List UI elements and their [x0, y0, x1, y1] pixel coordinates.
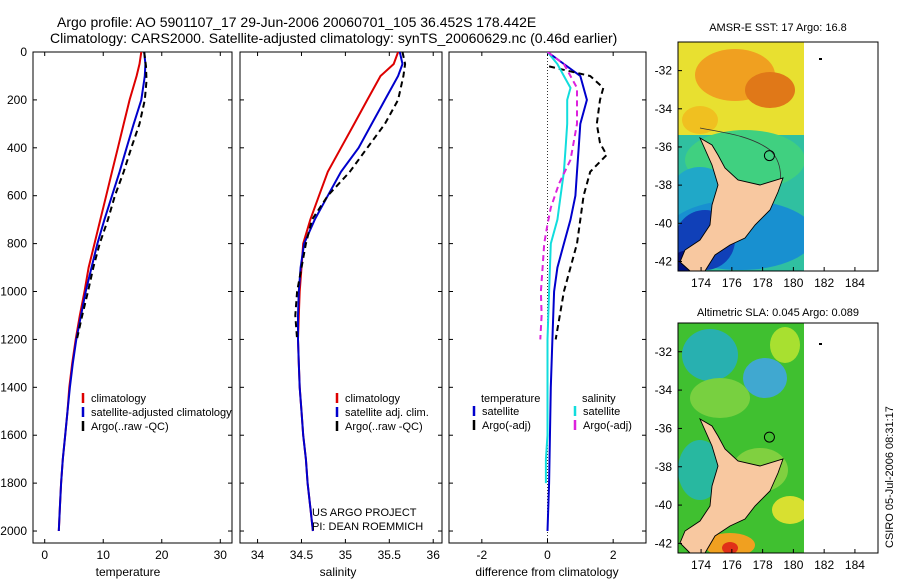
y-tick-label: 600	[7, 189, 27, 203]
y-tick-label: 1200	[0, 332, 27, 346]
argo-float-marker-2	[763, 431, 775, 443]
salinity-panel: 34 34.5 35 35.5 36 climatology satellite adj.…	[239, 51, 443, 579]
y-tick-label: 1400	[0, 380, 27, 394]
x-tick-label: 30	[214, 548, 228, 562]
x-tick-label: 35	[339, 548, 353, 562]
sst-map-frame	[677, 41, 879, 272]
legend-label: Argo(-adj)	[482, 420, 531, 432]
argo-float-marker	[763, 150, 775, 162]
map-y-tick-label: -36	[655, 140, 673, 154]
map-y-tick-label: -38	[655, 178, 673, 192]
difference-panel: -2 0 2 satellite Argo(-adj) satellite Argo(-a…	[448, 51, 647, 579]
x-tick-label: 10	[97, 548, 111, 562]
map-y-tick-label: -34	[655, 102, 673, 116]
series-line-argo-raw-qc-	[75, 52, 148, 340]
map-y-tick-label: -34	[655, 383, 673, 397]
map-y-tick-label: -32	[655, 64, 673, 78]
sla-map-title: Altimetric SLA: 0.045 Argo: 0.089	[697, 307, 859, 319]
map-x-tick-label: 178	[753, 276, 773, 290]
temperature-panel: 0 10 20 30 0 200 400 600 800 1000 1200 1400 1600 1800…	[0, 45, 233, 579]
sla-map-frame	[677, 322, 879, 554]
x-tick-label: 0	[41, 548, 48, 562]
x-tick-label: 0	[544, 548, 551, 562]
temperature-axes	[32, 51, 233, 544]
y-tick-label: 2000	[0, 524, 27, 538]
map-y-tick-label: -42	[655, 254, 673, 268]
project-pi: PI: DEAN ROEMMICH	[312, 521, 423, 533]
sla-map: Altimetric SLA: 0.045 Argo: 0.089 174 176…	[655, 307, 879, 572]
map-y-tick-label: -36	[655, 421, 673, 435]
series-line-argo-adj-	[548, 65, 608, 340]
island-dot-2	[819, 343, 822, 345]
map-y-tick-label: -40	[655, 498, 673, 512]
y-tick-label: 200	[7, 93, 27, 107]
csiro-timestamp: CSIRO 05-Jul-2006 08:31:17	[884, 406, 896, 548]
y-tick-label: 0	[20, 45, 27, 59]
legend-label: climatology	[345, 393, 401, 405]
map-x-tick-label: 176	[722, 558, 742, 572]
y-tick-label: 1600	[0, 428, 27, 442]
map-x-tick-label: 182	[814, 558, 834, 572]
x-tick-label: 34.5	[290, 548, 314, 562]
series-line-satellite-adj-clim-	[297, 52, 404, 532]
difference-xlabel: difference from climatology	[475, 565, 618, 579]
island-dot	[819, 58, 822, 60]
map-y-tick-label: -40	[655, 216, 673, 230]
legend-label: satellite adj. clim.	[345, 407, 429, 419]
legend-label: satellite-adjusted climatology	[91, 407, 232, 419]
new-zealand-land	[679, 136, 784, 272]
x-tick-label: 2	[610, 548, 617, 562]
x-tick-label: 36	[427, 548, 441, 562]
map-x-tick-label: 184	[845, 276, 865, 290]
y-tick-label: 1000	[0, 285, 27, 299]
series-line-argo-raw-qc-	[294, 52, 407, 340]
sst-map: AMSR-E SST: 17 Argo: 16.8 174 176 178 180 18…	[655, 22, 879, 290]
map-x-tick-label: 180	[783, 558, 803, 572]
climatology-title: Climatology: CARS2000. Satellite-adjuste…	[50, 30, 618, 46]
sst-map-title: AMSR-E SST: 17 Argo: 16.8	[709, 22, 847, 34]
series-line-satellite-adjusted-climatology	[57, 52, 147, 532]
series-line-satellite	[544, 52, 572, 484]
y-tick-label: 800	[7, 237, 27, 251]
legend-label: climatology	[91, 393, 147, 405]
profile-title: Argo profile: AO 5901107_17 29-Jun-2006 …	[57, 14, 537, 30]
legend-title-salinity: salinity	[582, 393, 616, 405]
map-x-tick-label: 184	[845, 558, 865, 572]
x-tick-label: 34	[251, 548, 265, 562]
map-x-tick-label: 180	[783, 276, 803, 290]
x-tick-label: 20	[155, 548, 169, 562]
y-tick-label: 1800	[0, 476, 27, 490]
legend-label: Argo(..raw -QC)	[91, 421, 169, 433]
legend-label: satellite	[482, 406, 519, 418]
sla-field	[678, 323, 804, 553]
map-x-tick-label: 178	[753, 558, 773, 572]
map-x-tick-label: 176	[722, 276, 742, 290]
map-y-tick-label: -32	[655, 345, 673, 359]
temperature-xlabel: temperature	[96, 565, 161, 579]
legend-label: Argo(-adj)	[583, 420, 632, 432]
map-y-tick-label: -42	[655, 536, 673, 550]
legend-title-temperature: temperature	[481, 393, 540, 405]
legend-label: satellite	[583, 406, 620, 418]
map-y-tick-label: -38	[655, 460, 673, 474]
series-line-argo-adj-	[539, 52, 578, 340]
series-line-satellite	[546, 52, 588, 532]
x-tick-label: 35.5	[378, 548, 402, 562]
salinity-xlabel: salinity	[320, 565, 357, 579]
map-x-tick-label: 182	[814, 276, 834, 290]
salinity-axes	[239, 51, 443, 544]
map-x-tick-label: 174	[691, 276, 711, 290]
y-tick-label: 400	[7, 141, 27, 155]
x-tick-label: -2	[476, 548, 487, 562]
legend-label: Argo(..raw -QC)	[345, 421, 423, 433]
project-name: US ARGO PROJECT	[312, 507, 417, 519]
new-zealand-land-2	[679, 417, 784, 554]
map-x-tick-label: 174	[691, 558, 711, 572]
